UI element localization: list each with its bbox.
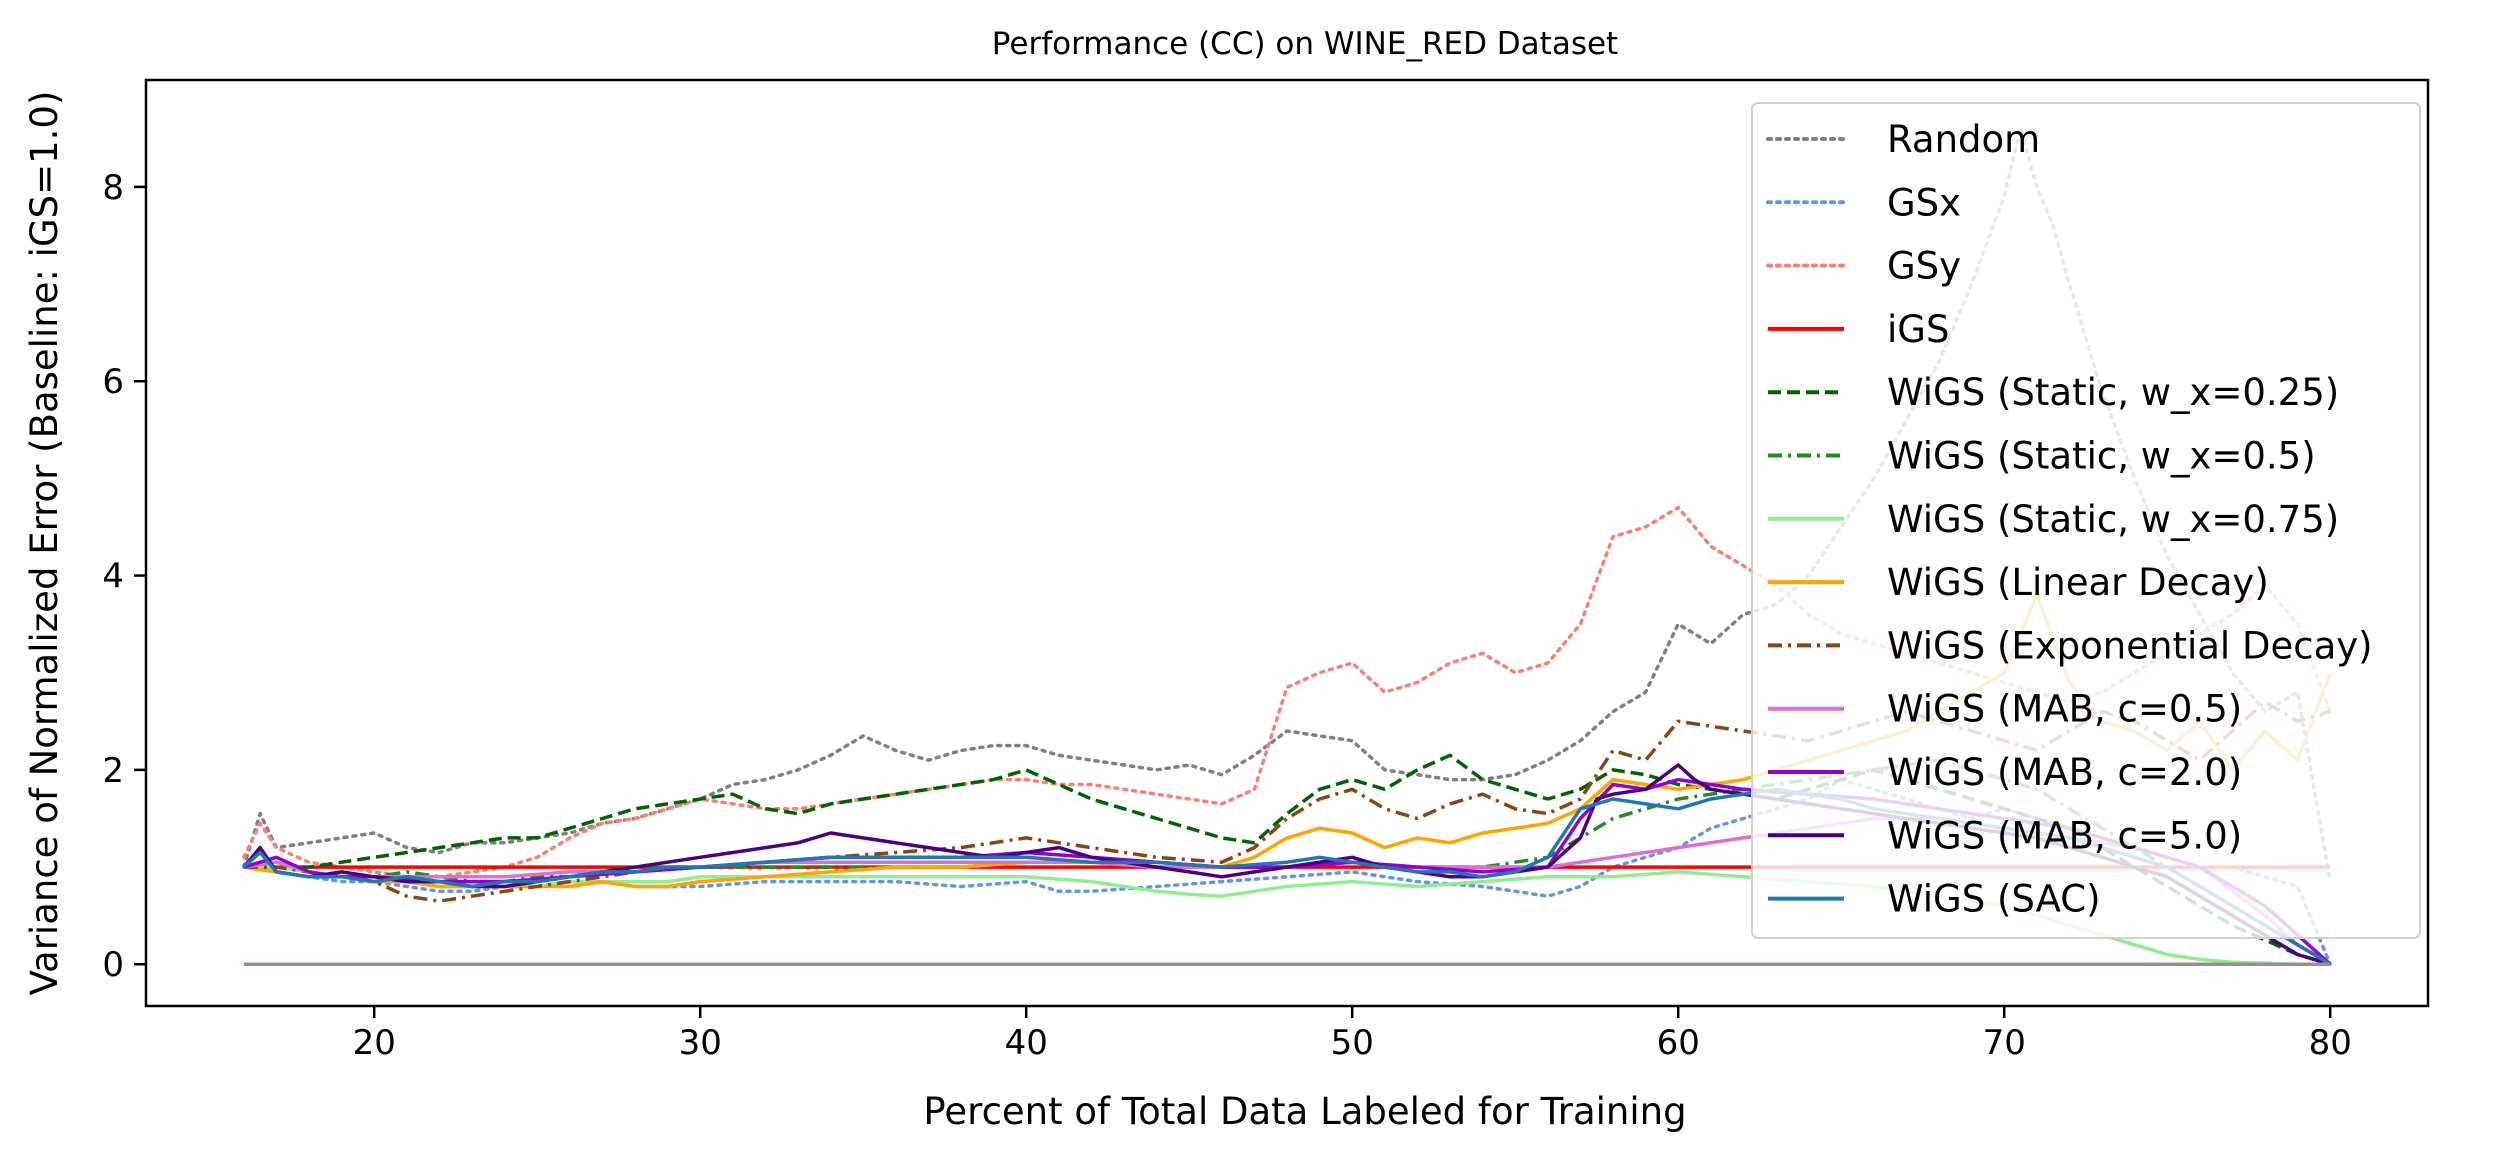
y-tick-label: 8 (102, 168, 124, 208)
x-tick-label: 60 (1657, 1023, 1700, 1063)
y-axis-label: Variance of Normalized Error (Baseline: … (23, 91, 66, 996)
x-tick-label: 50 (1331, 1023, 1374, 1063)
y-tick-label: 0 (102, 945, 124, 985)
x-axis: 20 30 40 50 60 70 80 (353, 1006, 2352, 1063)
legend-label: WiGS (MAB, c=2.0) (1887, 751, 2242, 794)
series-line-8 (243, 700, 2331, 903)
x-tick-label: 80 (2309, 1023, 2352, 1063)
legend-label: WiGS (MAB, c=0.5) (1887, 688, 2242, 731)
y-tick-label: 2 (102, 751, 124, 791)
legend-label: WiGS (Linear Decay) (1887, 561, 2269, 604)
legend-label: WiGS (SAC) (1887, 878, 2101, 921)
legend-label: WiGS (Static, w_x=0.25) (1887, 371, 2339, 414)
x-axis-label: Percent of Total Data Labeled for Traini… (923, 1090, 1686, 1133)
legend-label: Random (1887, 118, 2040, 161)
legend-label: WiGS (Static, w_x=0.75) (1887, 498, 2339, 541)
y-axis: 0 2 4 6 8 (102, 168, 146, 985)
axes-frame (144, 78, 2430, 1008)
legend-box (1751, 102, 2421, 939)
y-tick-label: 4 (102, 557, 124, 597)
legend-label: WiGS (Exponential Decay) (1887, 624, 2373, 667)
x-tick-label: 40 (1005, 1023, 1048, 1063)
legend-label: WiGS (Static, w_x=0.5) (1887, 435, 2316, 478)
x-tick-label: 30 (679, 1023, 722, 1063)
x-tick-label: 70 (1983, 1023, 2026, 1063)
legend-label: WiGS (MAB, c=5.0) (1887, 814, 2242, 857)
x-tick-label: 20 (353, 1023, 396, 1063)
chart-title: Performance (CC) on WINE_RED Dataset (992, 26, 1618, 62)
legend-label: GSx (1887, 181, 1961, 224)
y-tick-label: 6 (102, 362, 124, 402)
legend-label: iGS (1887, 308, 1949, 351)
legend-label: GSy (1887, 245, 1961, 288)
legend: Random GSx GSy iGS WiGS (Static, w_x=0.25) Wi… (1751, 102, 2421, 939)
